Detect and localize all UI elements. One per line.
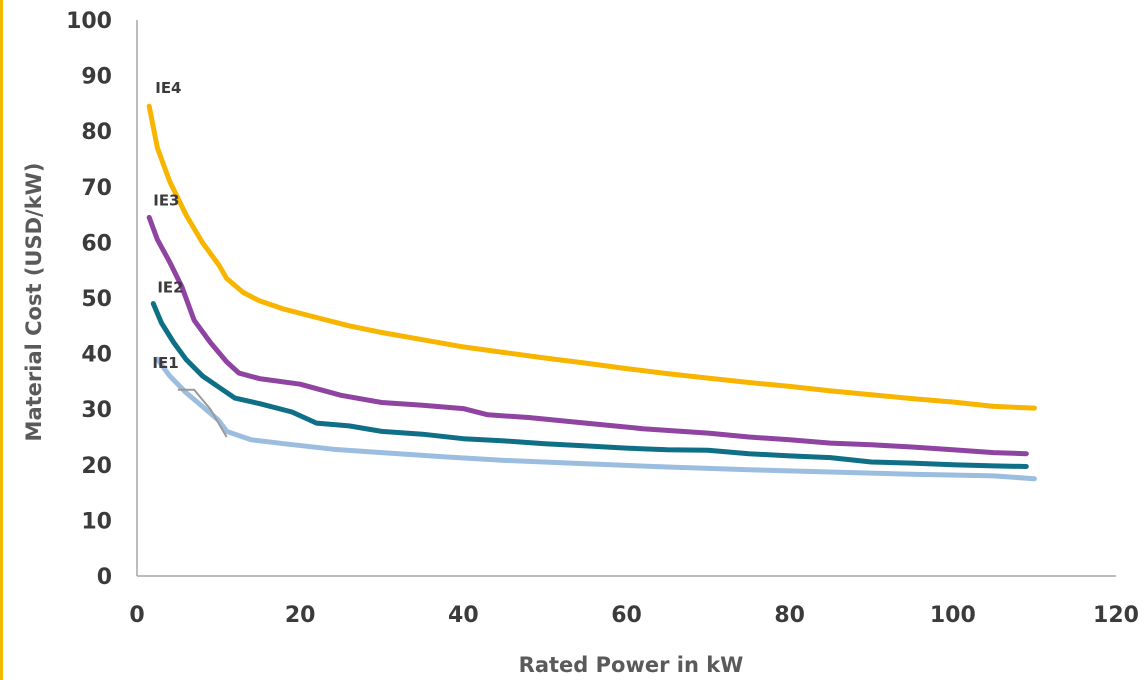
y-tick-label: 40: [81, 343, 112, 368]
series-label-ie1: IE1: [152, 354, 178, 372]
y-tick-label: 20: [81, 454, 112, 479]
y-tick-label: 0: [97, 565, 112, 590]
x-tick-label: 120: [1093, 603, 1139, 628]
x-tick-labels: 0 20 40 60 80 100 120: [129, 603, 1139, 628]
series-line-ie2: [150, 301, 1029, 469]
axes: [136, 20, 1116, 577]
y-tick-label: 70: [81, 176, 112, 201]
series-labels: IE4 IE3 IE2 IE1: [152, 79, 183, 372]
x-axis-title: Rated Power in kW: [519, 653, 744, 677]
series-lines: [146, 103, 1037, 482]
x-tick-label: 100: [930, 603, 976, 628]
y-tick-label: 80: [81, 120, 112, 145]
y-tick-label: 90: [81, 65, 112, 90]
series-label-ie4: IE4: [155, 79, 181, 97]
series-label-ie3: IE3: [153, 191, 179, 209]
y-tick-label: 60: [81, 231, 112, 256]
series-line-ie1: [154, 356, 1037, 482]
series-line-ie3: [146, 214, 1029, 457]
y-tick-label: 50: [81, 287, 112, 312]
series-line-ie4: [146, 103, 1037, 411]
x-tick-label: 80: [774, 603, 805, 628]
series-label-ie2: IE2: [157, 279, 183, 297]
y-tick-label: 30: [81, 398, 112, 423]
x-tick-label: 60: [611, 603, 642, 628]
left-accent-border: [0, 0, 3, 680]
x-tick-label: 40: [448, 603, 479, 628]
y-tick-label: 10: [81, 509, 112, 534]
y-tick-labels: 0 10 20 30 40 50 60 70 80 90 100: [66, 9, 112, 590]
x-tick-label: 20: [285, 603, 316, 628]
annotation-leader-line: [177, 388, 228, 438]
y-axis-title: Material Cost (USD/kW): [22, 163, 46, 442]
x-tick-label: 0: [129, 603, 144, 628]
y-tick-label: 100: [66, 9, 112, 34]
